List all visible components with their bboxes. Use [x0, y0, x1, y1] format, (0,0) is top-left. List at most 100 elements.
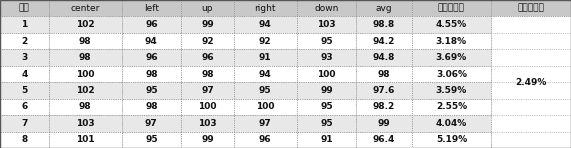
Bar [181, 66, 234, 82]
Bar [297, 33, 356, 49]
Bar [356, 0, 412, 16]
Text: 101: 101 [76, 135, 94, 144]
Text: 97: 97 [201, 86, 214, 95]
Bar [0, 115, 49, 132]
Bar [491, 0, 571, 16]
Bar [122, 132, 181, 148]
Bar [122, 66, 181, 82]
Text: 98: 98 [79, 37, 91, 46]
Text: 100: 100 [76, 70, 94, 78]
Text: 3.18%: 3.18% [436, 37, 467, 46]
Text: 3.06%: 3.06% [436, 70, 467, 78]
Text: 95: 95 [259, 86, 272, 95]
Bar [356, 132, 412, 148]
Text: 96: 96 [259, 135, 272, 144]
Bar [0, 16, 49, 33]
Text: 94.8: 94.8 [373, 53, 395, 62]
Bar [356, 99, 412, 115]
Text: 92: 92 [259, 37, 272, 46]
Text: 3.69%: 3.69% [436, 53, 467, 62]
Bar [0, 33, 49, 49]
Bar [0, 132, 49, 148]
Text: 94.2: 94.2 [373, 37, 395, 46]
Text: 102: 102 [76, 86, 94, 95]
Text: 3: 3 [21, 53, 27, 62]
Bar [297, 99, 356, 115]
Bar [412, 82, 491, 99]
Text: 93: 93 [320, 53, 333, 62]
Text: 103: 103 [317, 20, 336, 29]
Bar [491, 16, 571, 148]
Bar [412, 132, 491, 148]
Text: 98: 98 [145, 70, 158, 78]
Bar [356, 115, 412, 132]
Bar [122, 115, 181, 132]
Text: 2.55%: 2.55% [436, 102, 467, 111]
Bar [122, 49, 181, 66]
Text: 98: 98 [79, 53, 91, 62]
Text: 99: 99 [320, 86, 333, 95]
Bar [412, 33, 491, 49]
Bar [234, 16, 297, 33]
Text: 1: 1 [21, 20, 27, 29]
Bar [181, 99, 234, 115]
Text: 94: 94 [145, 37, 158, 46]
Text: 8: 8 [21, 135, 27, 144]
Text: left: left [144, 4, 159, 13]
Text: 98: 98 [201, 70, 214, 78]
Bar [356, 49, 412, 66]
Text: 99: 99 [201, 135, 214, 144]
Bar [49, 115, 122, 132]
Bar [234, 0, 297, 16]
Text: 95: 95 [145, 135, 158, 144]
Bar [49, 16, 122, 33]
Bar [297, 82, 356, 99]
Bar [356, 66, 412, 82]
Text: 97: 97 [259, 119, 272, 128]
Bar [181, 33, 234, 49]
Text: 103: 103 [76, 119, 94, 128]
Bar [122, 99, 181, 115]
Bar [181, 82, 234, 99]
Bar [412, 115, 491, 132]
Bar [0, 0, 49, 16]
Text: 100: 100 [317, 70, 336, 78]
Text: 100: 100 [256, 102, 275, 111]
Bar [412, 49, 491, 66]
Text: 95: 95 [145, 86, 158, 95]
Text: 4.55%: 4.55% [436, 20, 467, 29]
Bar [122, 33, 181, 49]
Bar [412, 0, 491, 16]
Text: 2.49%: 2.49% [516, 78, 547, 87]
Text: 98.2: 98.2 [373, 102, 395, 111]
Bar [356, 82, 412, 99]
Bar [122, 16, 181, 33]
Bar [412, 66, 491, 82]
Text: center: center [70, 4, 100, 13]
Bar [49, 99, 122, 115]
Bar [234, 115, 297, 132]
Bar [49, 49, 122, 66]
Bar [297, 49, 356, 66]
Text: 99: 99 [377, 119, 390, 128]
Text: 95: 95 [320, 102, 333, 111]
Text: 95: 95 [320, 119, 333, 128]
Text: 月同均匀性: 月同均匀性 [518, 4, 545, 13]
Text: down: down [314, 4, 339, 13]
Text: 5.19%: 5.19% [436, 135, 467, 144]
Bar [122, 0, 181, 16]
Text: 98: 98 [79, 102, 91, 111]
Bar [297, 66, 356, 82]
Text: 4: 4 [21, 70, 27, 78]
Text: 95: 95 [320, 37, 333, 46]
Bar [356, 33, 412, 49]
Bar [49, 33, 122, 49]
Bar [49, 66, 122, 82]
Bar [297, 115, 356, 132]
Text: 94: 94 [259, 20, 272, 29]
Bar [234, 33, 297, 49]
Text: 96: 96 [145, 53, 158, 62]
Bar [234, 99, 297, 115]
Text: right: right [255, 4, 276, 13]
Text: up: up [202, 4, 213, 13]
